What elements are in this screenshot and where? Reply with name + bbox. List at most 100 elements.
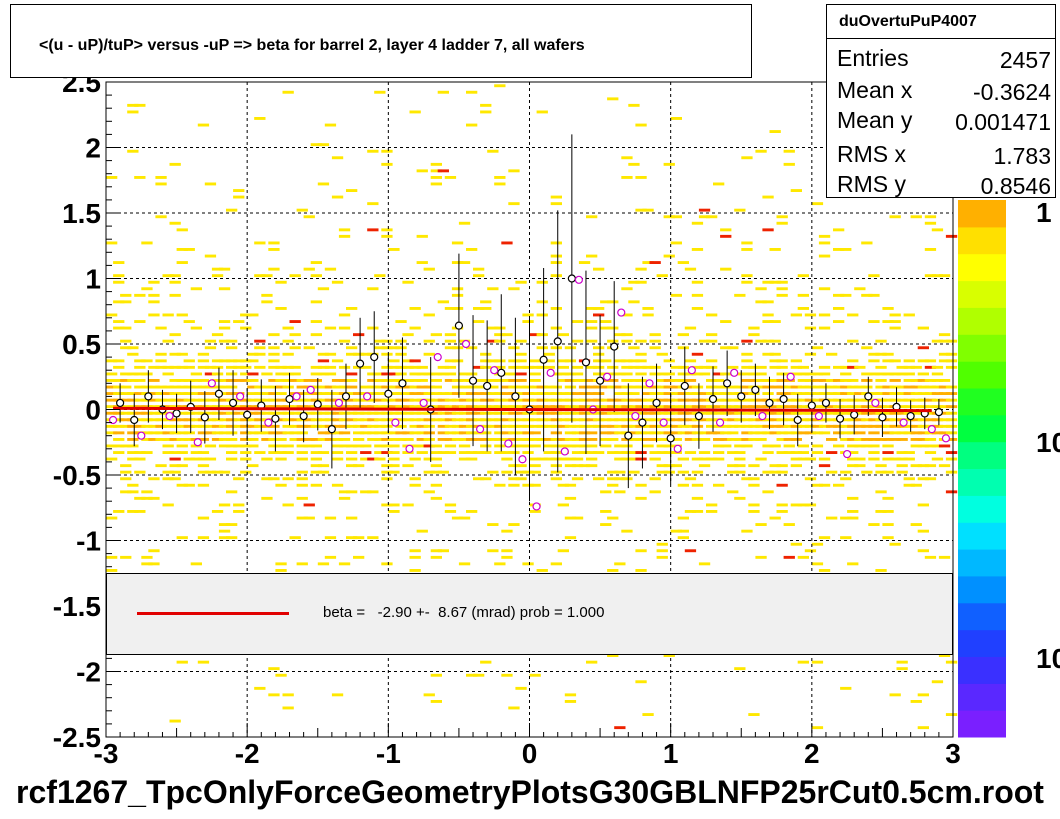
hist-cell: [480, 392, 492, 395]
hist-cell: [430, 333, 442, 337]
hist-cell: [924, 418, 937, 422]
hist-cell: [586, 254, 598, 258]
hist-cell: [600, 438, 612, 441]
hist-cell: [134, 320, 146, 323]
hist-cell: [494, 411, 506, 415]
hist-cell: [296, 424, 308, 428]
hist-cell: [388, 346, 400, 350]
hist-cell: [261, 431, 273, 435]
hist-cell: [120, 405, 132, 409]
hist-cell: [945, 424, 958, 428]
hist-cell: [578, 385, 591, 389]
hist-cell: [564, 385, 577, 389]
hist-cell: [818, 431, 831, 435]
hist-cell: [268, 379, 280, 382]
hist-cell: [310, 333, 322, 337]
hist-cell: [218, 529, 231, 533]
hist-cell: [557, 405, 569, 409]
hist-cell: [508, 379, 520, 382]
hist-cell: [487, 424, 499, 428]
hist-cell: [155, 392, 167, 395]
hist-cell: [713, 444, 725, 448]
hist-cell: [360, 444, 372, 448]
hist-cell: [557, 379, 569, 382]
hist-cell: [346, 457, 358, 461]
hist-cell: [508, 451, 520, 454]
hist-cell: [480, 451, 492, 454]
hist-cell: [635, 483, 647, 487]
hist-cell: [148, 496, 160, 500]
hist-cell: [466, 411, 478, 415]
hist-cell: [268, 241, 280, 245]
hist-cell: [663, 215, 675, 219]
profile-point-black: [708, 394, 718, 404]
hist-cell: [226, 372, 238, 376]
hist-cell: [388, 510, 400, 513]
hist-cell: [529, 424, 541, 428]
hist-cell: [762, 411, 774, 415]
hist-cell: [762, 379, 774, 382]
hist-cell: [233, 405, 245, 409]
hist-cell: [720, 444, 732, 448]
hist-cell: [367, 431, 379, 435]
hist-cell: [769, 398, 781, 402]
hist-cell: [543, 385, 555, 389]
x-tick-label: -3: [94, 738, 119, 769]
hist-cell: [903, 477, 915, 481]
hist-cell: [430, 470, 442, 474]
hist-cell: [360, 451, 372, 454]
hist-cell: [706, 339, 718, 343]
hist-cell: [938, 411, 951, 415]
hist-cell: [840, 470, 852, 474]
hist-cell: [508, 202, 520, 206]
profile-point-black: [511, 392, 520, 401]
hist-cell: [896, 372, 908, 376]
hist-cell: [889, 542, 901, 546]
hist-cell: [346, 536, 358, 540]
hist-cell: [804, 431, 817, 435]
hist-cell: [317, 359, 330, 363]
hist-cell: [889, 693, 901, 697]
hist-cell: [169, 464, 181, 468]
hist-cell: [310, 438, 322, 441]
hist-cell: [268, 248, 280, 251]
hist-cell: [275, 365, 287, 369]
hist-cell: [642, 365, 654, 369]
hist-cell: [875, 424, 887, 428]
hist-cell: [381, 418, 393, 422]
hist-cell: [945, 398, 958, 402]
hist-cell: [536, 346, 548, 350]
profile-point-magenta: [490, 366, 499, 375]
hist-cell: [451, 405, 464, 409]
hist-cell: [148, 418, 160, 422]
hist-cell: [310, 444, 322, 448]
hist-cell: [818, 365, 831, 369]
hist-cell: [557, 457, 569, 461]
hist-cell: [586, 424, 598, 428]
hist-cell: [748, 503, 760, 507]
hist-cell: [190, 379, 202, 382]
hist-cell: [854, 398, 866, 402]
hist-cell: [945, 457, 958, 461]
hist-cell: [586, 457, 598, 461]
hist-cell: [833, 228, 845, 232]
profile-point-magenta: [560, 447, 569, 456]
hist-cell: [917, 464, 929, 468]
profile-point-magenta: [391, 418, 400, 427]
hist-cell: [910, 700, 922, 703]
hist-cell: [557, 483, 569, 487]
hist-cell: [211, 424, 224, 428]
hist-cell: [501, 379, 513, 382]
y-tick-label: 2: [85, 133, 101, 164]
hist-cell: [360, 490, 372, 494]
hist-cell: [226, 385, 238, 389]
hist-cell: [515, 424, 527, 428]
hist-cell: [247, 418, 259, 422]
hist-cell: [303, 398, 315, 402]
hist-cell: [289, 274, 301, 278]
hist-cell: [487, 287, 499, 291]
hist-cell: [268, 405, 280, 409]
hist-cell: [656, 470, 668, 474]
hist-cell: [614, 385, 626, 389]
hist-cell: [381, 352, 393, 356]
